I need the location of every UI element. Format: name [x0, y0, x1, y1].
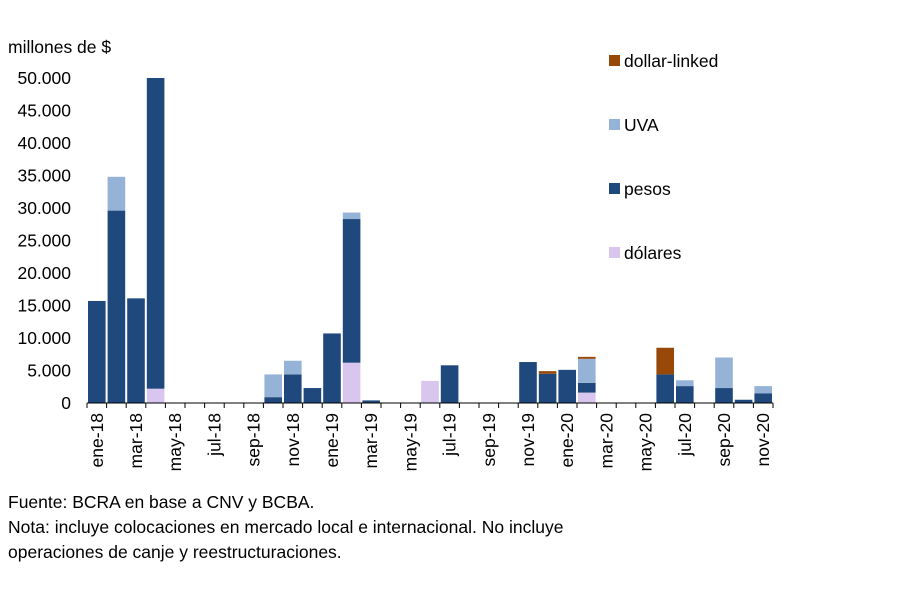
x-axis-ticks: ene-18 mar-18 may-18 jul-18 sep-18 nov-18 ene-…	[86, 403, 774, 472]
bar-segment-pesos	[342, 219, 361, 363]
x-tick-label: nov-19	[518, 413, 538, 467]
bar-segment-pesos	[715, 388, 733, 403]
bar-segment-uva	[284, 360, 302, 375]
y-tick-label: 20.000	[17, 263, 71, 283]
x-tick-label: ene-18	[87, 413, 107, 468]
bar-segment-pesos	[558, 369, 576, 403]
x-tick-label: ene-19	[322, 413, 342, 468]
bar-segment-uva	[107, 176, 126, 211]
bar-segment-pesos	[323, 333, 341, 403]
stacked-bar-chart: millones de $ 0 5.000 10.000 15.000 20.000 25…	[8, 37, 774, 472]
bar-segment-pesos	[88, 300, 106, 403]
bar-segment-dollar-linked	[538, 371, 557, 374]
x-tick-label: jul-20	[675, 413, 695, 457]
bar-segment-pesos	[676, 386, 694, 403]
bar-segment-d-lares	[578, 392, 596, 403]
legend-swatch	[609, 183, 620, 194]
legend-swatch	[609, 247, 620, 258]
x-tick-label: mar-19	[361, 413, 381, 468]
bars	[88, 78, 772, 403]
bar-segment-pesos	[440, 365, 459, 403]
note-text-line-2: operaciones de canje y reestructuracione…	[8, 542, 342, 562]
y-tick-label: 5.000	[27, 361, 71, 381]
x-tick-label: nov-18	[283, 413, 303, 467]
y-tick-label: 50.000	[17, 68, 71, 88]
bar-segment-uva	[578, 358, 596, 383]
y-tick-label: 15.000	[17, 296, 71, 316]
x-tick-label: jul-18	[204, 413, 224, 457]
bar-segment-uva	[715, 357, 733, 389]
bar-segment-uva	[676, 380, 694, 387]
y-tick-label: 45.000	[17, 101, 71, 121]
x-tick-label: mar-20	[596, 413, 616, 469]
y-axis-label: millones de $	[8, 37, 111, 57]
y-tick-label: 25.000	[17, 231, 71, 251]
bar-segment-pesos	[519, 362, 537, 403]
bar-segment-pesos	[362, 400, 380, 403]
bar-segment-d-lares	[342, 362, 361, 403]
bar-segment-pesos	[734, 399, 753, 403]
bar-segment-d-lares	[146, 388, 165, 403]
x-tick-label: mar-18	[126, 413, 146, 468]
bar-segment-pesos	[578, 382, 596, 393]
x-tick-label: jul-19	[440, 413, 460, 457]
x-tick-label: may-19	[400, 413, 420, 471]
x-tick-label: may-18	[165, 413, 185, 471]
x-tick-label: sep-20	[714, 413, 734, 467]
y-tick-label: 10.000	[17, 328, 71, 348]
bar-segment-dollar-linked	[578, 356, 596, 359]
bar-segment-uva	[754, 386, 772, 394]
y-tick-label: 0	[61, 393, 71, 413]
y-tick-label: 40.000	[17, 133, 71, 153]
x-tick-label: sep-19	[479, 413, 499, 467]
legend-label: pesos	[624, 179, 671, 199]
y-tick-label: 30.000	[17, 198, 71, 218]
bar-segment-pesos	[303, 388, 322, 403]
bar-segment-dollar-linked	[656, 347, 674, 375]
bar-segment-pesos	[264, 397, 282, 403]
bar-segment-pesos	[127, 298, 145, 403]
bar-segment-pesos	[284, 374, 302, 403]
x-tick-label: sep-18	[244, 413, 264, 467]
legend-label: UVA	[624, 115, 659, 135]
bar-segment-uva	[264, 374, 282, 398]
y-axis-ticks: 0 5.000 10.000 15.000 20.000 25.000 30.000 35.0…	[17, 68, 71, 413]
bar-segment-pesos	[754, 393, 772, 403]
legend-swatch	[609, 55, 620, 66]
legend: dollar-linked UVA pesos dólares	[609, 51, 718, 263]
bar-segment-pesos	[146, 78, 165, 389]
chart-notes: Fuente: BCRA en base a CNV y BCBA. Nota:…	[8, 490, 898, 565]
x-tick-label: nov-20	[753, 413, 773, 467]
bar-segment-pesos	[538, 373, 557, 403]
legend-swatch	[609, 119, 620, 130]
legend-label: dólares	[624, 243, 682, 263]
note-text-line-1: Nota: incluye colocaciones en mercado lo…	[8, 517, 564, 537]
source-text: Fuente: BCRA en base a CNV y BCBA.	[8, 492, 315, 512]
bar-segment-pesos	[107, 210, 126, 403]
y-tick-label: 35.000	[17, 166, 71, 186]
bar-segment-d-lares	[421, 380, 439, 403]
x-tick-label: ene-20	[557, 413, 577, 468]
x-tick-label: may-20	[636, 413, 656, 472]
bar-segment-uva	[342, 212, 361, 220]
legend-label: dollar-linked	[624, 51, 718, 71]
bar-segment-pesos	[656, 374, 674, 403]
